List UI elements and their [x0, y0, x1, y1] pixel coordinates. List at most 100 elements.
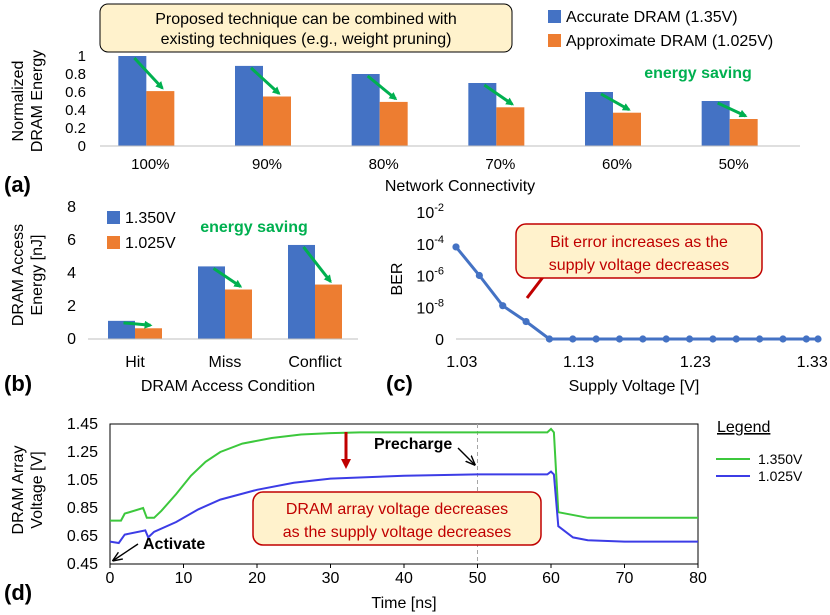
arrow-a-saving — [717, 101, 748, 118]
panel-a-xtick: 80% — [369, 156, 399, 173]
panel-d-xticks: 0 10 20 30 40 50 60 70 80 — [106, 564, 707, 587]
panel-c: BER 0 10-8 10-6 10-4 10-2 1.03 1.13 1.23 1.33 B… — [386, 202, 828, 396]
panel-a-xtick: 60% — [602, 156, 632, 173]
panel-a-xtick: 50% — [719, 156, 749, 173]
panel-d-precharge-arrow — [457, 447, 474, 464]
arrow-b-saving — [302, 246, 332, 284]
panel-d-ytick: 0.85 — [67, 500, 98, 517]
panel-a-ytick: 1 — [78, 48, 86, 65]
panel-d-legend-label-1: 1.350V — [758, 451, 803, 467]
panel-c-ytick: 10-2 — [416, 202, 444, 222]
panel-c-point — [662, 335, 670, 343]
panel-c-point — [709, 335, 717, 343]
panel-b-xtick: Hit — [125, 354, 145, 371]
panel-d-ytick: 1.45 — [67, 416, 98, 433]
bar-b-1350 — [198, 266, 225, 339]
panel-c-callout-line-1: Bit error increases as the — [550, 234, 728, 251]
arrow-a-saving — [366, 74, 398, 101]
panel-c-label: (c) — [386, 371, 413, 396]
panel-b-ytick: 2 — [67, 298, 76, 315]
panel-c-point — [452, 243, 460, 251]
panel-d-legend-label-2: 1.025V — [758, 468, 803, 484]
arrow-a-saving — [483, 83, 514, 106]
bar-a-approximate — [263, 96, 291, 146]
panel-c-point — [779, 335, 787, 343]
panel-d-ytick: 1.25 — [67, 444, 98, 461]
panel-d: DRAM Array Voltage [V] 0.45 0.65 0.85 1.05 1… — [4, 416, 803, 612]
panel-b-ylabel-2: Energy [nJ] — [29, 235, 46, 316]
panel-d-yticks: 0.45 0.65 0.85 1.05 1.25 1.45 — [67, 416, 98, 573]
panel-d-xtick: 10 — [175, 570, 193, 587]
panel-d-callout-line-2: as the supply voltage decreases — [283, 524, 512, 541]
panel-c-point — [802, 335, 810, 343]
panel-c-callout-line-2: supply voltage decreases — [549, 257, 730, 274]
panel-d-xtick: 0 — [106, 570, 115, 587]
panel-a-xlabel: Network Connectivity — [385, 178, 535, 195]
panel-c-point — [685, 335, 694, 343]
legend-b-swatch-1 — [107, 211, 120, 224]
arrow-b-saving — [123, 320, 153, 329]
panel-c-point — [545, 335, 554, 343]
bar-a-accurate — [585, 92, 613, 146]
panel-a-note-line-1: Proposed technique can be combined with — [155, 11, 457, 28]
arrow-a-saving — [600, 92, 631, 112]
panel-b-ytick: 6 — [67, 232, 76, 249]
panel-d-xtick: 60 — [542, 570, 560, 587]
legend-b-swatch-2 — [107, 236, 120, 249]
panel-c-point — [592, 335, 600, 343]
bar-b-1025 — [135, 328, 162, 339]
arrow-b-saving — [212, 267, 243, 288]
panel-b-ytick: 8 — [67, 199, 76, 216]
bar-a-approximate — [613, 112, 641, 146]
panel-b-bars — [108, 244, 342, 339]
panel-d-ylabel-1: DRAM Array — [10, 446, 27, 535]
panel-c-point — [475, 271, 483, 280]
panel-d-xtick: 20 — [248, 570, 266, 587]
panel-a-xticks: 100% 90% 80% 70% 60% 50% — [131, 156, 749, 173]
panel-c-point — [522, 317, 530, 326]
bar-b-1350 — [108, 320, 135, 339]
arrow-a-saving — [133, 56, 164, 90]
panel-d-label: (d) — [4, 580, 32, 605]
panel-a-ytick: 0.8 — [65, 66, 86, 83]
bar-a-accurate — [468, 83, 497, 146]
panel-c-point — [814, 335, 822, 343]
bar-a-accurate — [118, 56, 147, 146]
panel-c-point — [732, 335, 740, 343]
panel-b-ytick: 4 — [67, 265, 76, 282]
panel-a-ytick: 0.6 — [65, 84, 86, 101]
panel-a-note-box — [99, 3, 513, 53]
panel-c-point — [756, 335, 764, 343]
panel-d-xtick: 30 — [322, 570, 340, 587]
panel-a-arrows — [133, 56, 748, 118]
panel-c-point — [615, 335, 624, 343]
panel-c-xlabel: Supply Voltage [V] — [569, 378, 700, 395]
panel-a-label: (a) — [4, 172, 31, 197]
panel-a-xtick: 90% — [252, 156, 282, 173]
panel-b-xtick: Miss — [209, 354, 242, 371]
panel-c-ytick: 10-6 — [416, 266, 444, 286]
panel-c-ylabel: BER — [389, 263, 406, 296]
panel-a-ytick: 0 — [78, 138, 86, 155]
panel-d-xtick: 70 — [616, 570, 634, 587]
panel-c-ytick: 0 — [435, 332, 444, 349]
panel-a-yticks: 00.20.40.60.81 — [65, 48, 86, 155]
bar-a-accurate — [351, 74, 380, 146]
panel-a-ylabel-1: Normalized — [10, 61, 27, 142]
panel-d-line-1025 — [109, 470, 698, 545]
panel-d-activate-label: Activate — [143, 536, 205, 553]
panel-c-xtick: 1.13 — [563, 354, 594, 371]
bar-b-1025 — [315, 284, 342, 339]
panel-a-xtick: 70% — [485, 156, 515, 173]
panel-a-bars — [118, 56, 758, 146]
panel-c-yticks: 0 10-8 10-6 10-4 10-2 — [416, 202, 444, 349]
panel-c-ytick: 10-8 — [416, 297, 444, 317]
panel-c-xtick: 1.23 — [680, 354, 711, 371]
legend-a-swatch-1 — [548, 10, 561, 23]
legend-b-label-2: 1.025V — [125, 235, 176, 252]
panel-a-ylabel-2: DRAM Energy — [29, 50, 46, 152]
panel-a-ytick: 0.2 — [65, 120, 86, 137]
panel-d-ylabel-2: Voltage [V] — [29, 451, 46, 528]
bar-a-accurate — [701, 101, 730, 146]
